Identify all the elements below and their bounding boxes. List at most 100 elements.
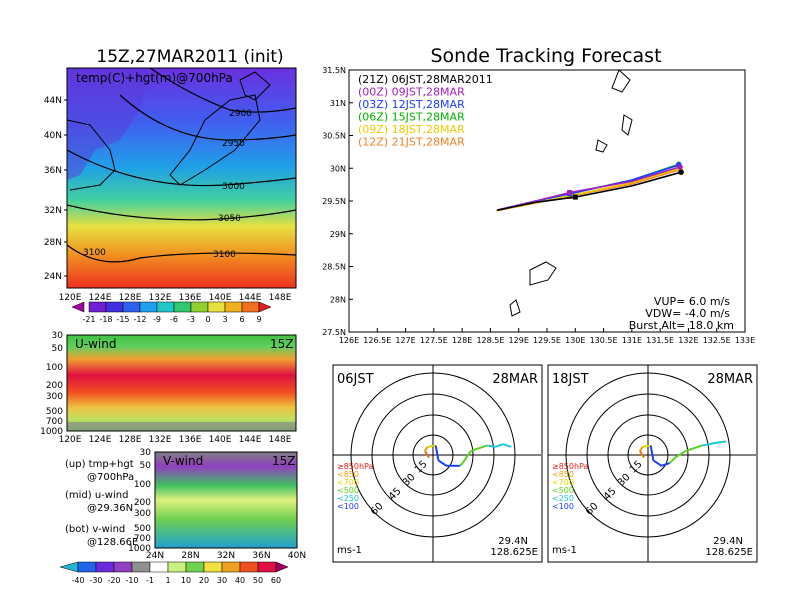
note-line: (bot) v-wind [65,524,125,535]
hodo-frame [332,364,543,563]
temp-colorbar: -21 -18 -15 -12 -9 -6 -3 0 3 6 9 [71,301,272,324]
lat-tick-label: 32N [217,551,235,561]
hodo-frame [547,364,758,563]
pressure-tick-label: 300 [46,392,63,402]
legend-notes: (up) tmp+hgt @700hPa (mid) u-wind @29.36… [65,459,138,548]
island-outline [595,139,608,153]
lon-tick-label: 124E [89,293,112,303]
lat-tick-label: 40N [288,551,306,561]
hodo-segment [461,450,472,464]
pressure-tick-label: 30 [140,448,152,458]
lat-tick-label: 30N [330,164,346,173]
pressure-tick-label: 700 [134,534,151,544]
lon-tick-label: 131.5E [646,336,674,345]
colorbar-swatch [258,301,272,313]
colorbar-tick: -12 [133,315,146,324]
lon-tick-label: 127.5E [420,336,448,345]
v-wind-label: V-wind [163,454,203,468]
u-wind-terrain [67,422,296,431]
hodo-lon: 128.625E [490,547,538,558]
hodo-legend-entry: <700 [337,478,359,487]
hodo-legend-entry: ≥850hPa [552,462,589,471]
hodo-segment [424,446,429,452]
lon-tick-label: 126.5E [363,336,391,345]
pressure-tick-label: 700 [46,417,63,427]
contour-2950 [119,94,297,141]
contour-label: 3100 [213,250,236,260]
note-line: @29.36N [87,503,133,514]
hodo-unit: ms-1 [337,545,362,556]
pressure-tick-label: 30 [52,331,64,341]
colorbar-swatch [275,561,289,573]
map-label: temp(C)+hgt(m)@700hPa [76,71,233,85]
v-wind-field [155,452,297,548]
vup-text: VUP= 6.0 m/s [654,295,730,308]
colorbar-tick: -3 [187,315,195,324]
pressure-tick-label: 50 [52,344,64,354]
lon-tick-label: 148E [269,435,292,445]
v-wind-time: 15Z [272,454,296,468]
lon-tick-label: 126E [339,336,359,345]
lat-tick-label: 31N [330,99,346,108]
colorbar-tick: 6 [239,315,244,324]
colorbar-tick: -6 [170,315,178,324]
colorbar-swatch [173,301,192,313]
island-outline [509,299,521,317]
colorbar-swatch [241,301,260,313]
hodo-legend-entry: ≥850hPa [337,462,374,471]
u-lon-ticks: 120E 124E 128E 132E 136E 140E 144E 148E [59,435,292,445]
colorbar-swatch [105,301,124,313]
hodo-segment [674,450,687,459]
hodo-title: 18JST [552,372,589,387]
contour-label: 2950 [222,139,245,149]
colorbar-tick: -20 [107,576,120,585]
contour-label: 2900 [229,109,252,119]
hodo-segment [701,441,716,447]
hodo-legend-entry: <250 [337,494,359,503]
map-lon-ticks: 120E 124E 128E 132E 136E 140E 144E 148E [59,293,292,303]
colorbar-swatch [203,561,223,573]
japan-outline [169,94,261,186]
hodo-lat: 29.4N [498,536,528,547]
wind-colorbar: -40 -30 -20 -10 -1 1 10 20 30 40 50 60 [59,561,289,585]
island-outline [611,69,631,93]
contour-3000 [66,149,297,187]
lon-tick-label: 148E [269,293,292,303]
hodo-date: 28MAR [492,372,538,387]
hodo-legend-entry: <500 [337,486,359,495]
lon-tick-label: 144E [239,435,262,445]
track-legend-entry: (00Z) 09JST,28MAR [358,86,465,99]
colorbar-tick: 40 [235,576,245,585]
contour-3100 [66,244,297,263]
colorbar-tick: 0 [205,315,210,324]
lat-tick-label: 40N [44,131,62,141]
lon-tick-label: 132E [149,293,172,303]
lon-tick-label: 129E [509,336,529,345]
lon-tick-label: 120E [59,435,82,445]
lon-tick-label: 144E [239,293,262,303]
hodo-unit: ms-1 [552,545,577,556]
u-wind-field [67,335,296,431]
hodo-legend-entry: <100 [337,502,359,511]
v-wind-frame [154,451,298,549]
hodo-segment [639,446,644,452]
colorbar-tick: -18 [99,315,112,324]
hodo-segment [486,444,496,448]
hodo-legend-entry: <850 [337,470,359,479]
pressure-tick-label: 1000 [40,427,63,437]
lat-tick-label: 24N [146,551,164,561]
colorbar-tick: 60 [271,576,281,585]
hodo-segment [437,459,448,467]
note-line: @700hPa [87,472,134,483]
track-axis-ticks: 31.5N31N30.5N30N29.5N29N28.5N28N27.5N126… [322,66,755,345]
island-outline [529,261,557,286]
burst-text: Burst Alt= 18.0 km [629,319,734,332]
lon-tick-label: 140E [209,435,232,445]
hodo-rings [333,365,541,562]
hodo-segment [427,444,436,448]
hodo-legend-entry: <500 [552,486,574,495]
hodo-segment [434,445,440,461]
contour-2900 [149,67,297,113]
